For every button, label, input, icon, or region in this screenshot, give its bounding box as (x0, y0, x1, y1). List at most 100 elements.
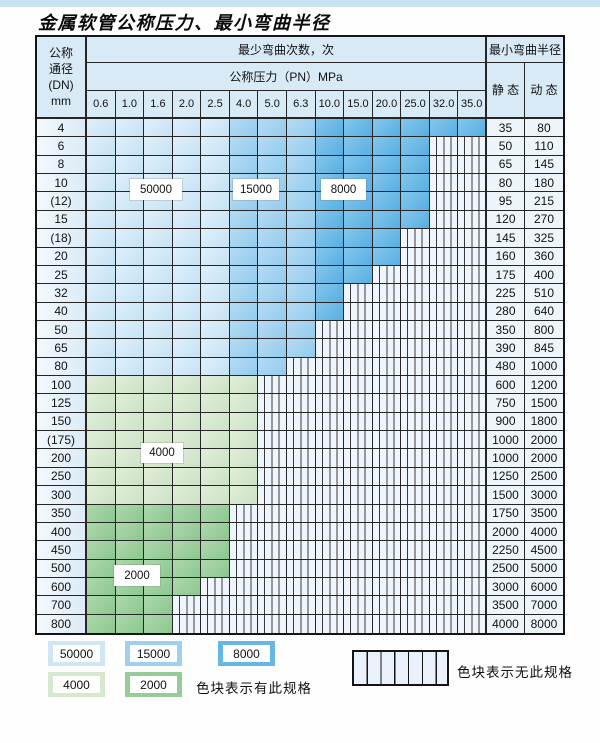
pressure-column-header: 15.0 (344, 91, 373, 119)
cycle-cell (372, 210, 402, 230)
pressure-column-header: 5.0 (258, 91, 287, 119)
no-spec-cell (429, 137, 459, 156)
cycle-cell (87, 412, 116, 432)
no-spec-cell (458, 284, 487, 303)
dn-cell: 300 (37, 486, 87, 505)
dynamic-radius-cell: 8000 (524, 614, 563, 633)
legend-rating-value: 15000 (130, 645, 177, 662)
no-spec-cell (458, 614, 487, 633)
no-spec-cell (344, 559, 373, 578)
no-spec-cell (429, 339, 459, 358)
dn-cell: 100 (37, 376, 87, 395)
pressure-column-header: 4.0 (229, 91, 259, 119)
cycle-cell (315, 247, 345, 266)
static-radius-cell: 1500 (486, 486, 525, 505)
cycle-cell (87, 431, 116, 450)
no-spec-cell (229, 577, 259, 597)
dn-cell: 25 (37, 265, 87, 285)
no-spec-cell (401, 596, 430, 615)
cycle-cell (144, 210, 173, 230)
cycle-cell (315, 265, 345, 285)
no-spec-cell (344, 357, 373, 376)
no-spec-cell (458, 229, 487, 248)
no-spec-cell (401, 302, 430, 321)
cycle-cell (229, 284, 259, 303)
cycle-cell (172, 522, 202, 542)
static-radius-cell: 225 (486, 284, 525, 303)
cycle-cell (429, 119, 459, 138)
cycle-cell (286, 302, 316, 321)
cycle-cell (172, 210, 202, 230)
no-spec-cell (429, 357, 459, 376)
dn-cell: 50 (37, 320, 87, 340)
cycle-cell (229, 376, 259, 395)
no-spec-cell (286, 577, 316, 597)
cycle-cell (87, 229, 116, 248)
no-spec-cell (344, 486, 373, 505)
dn-cell: 15 (37, 210, 87, 230)
no-spec-cell (286, 449, 316, 468)
cycle-cell (286, 247, 316, 266)
cycle-cell (201, 431, 230, 450)
cycle-cell (87, 504, 116, 523)
cycle-cell (115, 596, 145, 615)
cycle-cell (172, 339, 202, 358)
no-spec-cell (372, 449, 402, 468)
no-spec-cell (429, 412, 459, 432)
no-spec-cell (315, 357, 345, 376)
dn-cell: (12) (37, 192, 87, 211)
cycle-cell (344, 137, 373, 156)
static-radius-cell: 750 (486, 394, 525, 413)
no-spec-cell (401, 577, 430, 597)
static-radius-cell: 35 (486, 119, 525, 138)
no-spec-cell (401, 376, 430, 395)
no-spec-cell (286, 541, 316, 560)
no-spec-cell (315, 394, 345, 413)
cycle-cell (115, 412, 145, 432)
no-spec-cell (372, 577, 402, 597)
cycle-cell (144, 394, 173, 413)
no-spec-cell (315, 320, 345, 340)
no-spec-cell (429, 522, 459, 542)
no-spec-cell (372, 614, 402, 633)
cycle-cell (115, 119, 145, 138)
cycle-cell (144, 320, 173, 340)
cycle-cell (258, 247, 287, 266)
no-spec-cell (258, 541, 287, 560)
dn-column-header: 公称 通径 (DN) mm (37, 37, 87, 119)
no-spec-cell (315, 467, 345, 487)
cycle-cell (201, 376, 230, 395)
dn-cell: 40 (37, 302, 87, 321)
no-spec-cell (372, 412, 402, 432)
no-spec-cell (344, 467, 373, 487)
static-radius-cell: 120 (486, 210, 525, 230)
no-spec-cell (429, 265, 459, 285)
cycle-cell (115, 394, 145, 413)
no-spec-cell (315, 339, 345, 358)
no-spec-cell (458, 522, 487, 542)
no-spec-cell (401, 247, 430, 266)
pressure-column-header: 25.0 (401, 91, 430, 119)
cycle-cell (87, 210, 116, 230)
no-spec-cell (429, 596, 459, 615)
cycle-cell (315, 302, 345, 321)
no-spec-cell (258, 431, 287, 450)
no-spec-cell (372, 265, 402, 285)
static-radius-cell: 2500 (486, 559, 525, 578)
cycle-cell (372, 192, 402, 211)
cycle-cell (144, 284, 173, 303)
no-spec-cell (344, 302, 373, 321)
cycle-cell (172, 376, 202, 395)
cycle-cell (87, 339, 116, 358)
no-spec-cell (458, 357, 487, 376)
legend-has-spec-text: 色块表示有此规格 (196, 681, 312, 696)
no-spec-cell (315, 596, 345, 615)
no-spec-cell (315, 522, 345, 542)
cycle-cell (201, 192, 230, 211)
cycle-cell (87, 522, 116, 542)
cycle-cell (258, 265, 287, 285)
no-spec-cell (258, 394, 287, 413)
cycle-cell (172, 504, 202, 523)
cycle-cell (144, 614, 173, 633)
cycle-cell (144, 357, 173, 376)
